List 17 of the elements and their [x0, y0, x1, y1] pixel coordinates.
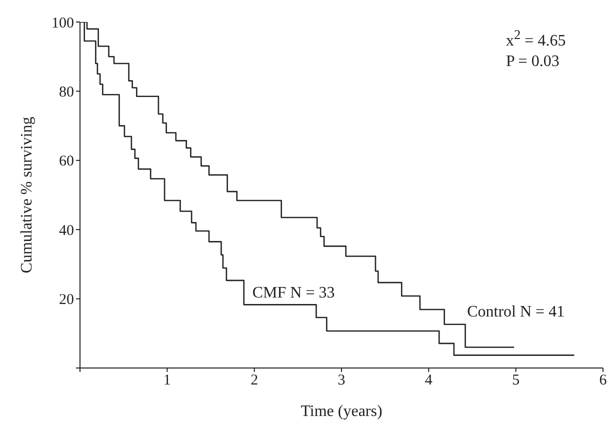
- y-tick-label: 80: [59, 84, 74, 101]
- series-label: Control N = 41: [467, 304, 565, 321]
- x-tick-label: 2: [250, 372, 258, 389]
- series-label: CMF N = 33: [252, 284, 335, 302]
- x-axis-title: Time (years): [300, 403, 382, 420]
- y-tick-label: 20: [59, 292, 74, 308]
- annotation: P = 0.03: [506, 52, 560, 72]
- y-tick-label: 100: [52, 15, 74, 32]
- x-tick-label: 1: [163, 372, 171, 389]
- y-tick-label: 60: [59, 154, 74, 170]
- x-tick-label: 4: [424, 372, 433, 389]
- y-tick-label: 40: [59, 222, 74, 239]
- annotation: x$^{2}$ = 4.65: [506, 26, 566, 52]
- x-tick-label: 6: [599, 372, 608, 389]
- x-tick-label: 3: [338, 372, 346, 389]
- y-axis-title: Cumulative % surviving: [18, 116, 36, 274]
- x-tick-label: 5: [512, 372, 520, 389]
